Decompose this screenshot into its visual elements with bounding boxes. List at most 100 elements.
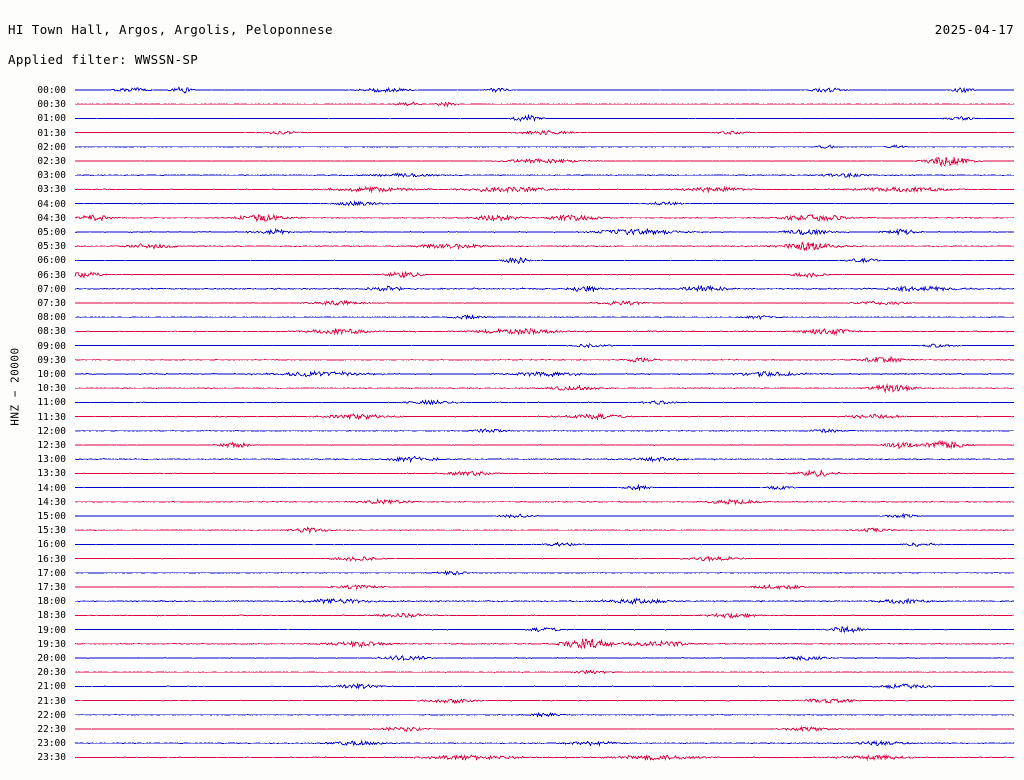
time-label: 20:30 [37, 667, 66, 679]
seismic-trace [74, 144, 1015, 149]
time-label: 19:00 [37, 624, 66, 636]
time-label: 09:00 [37, 340, 66, 352]
seismic-trace [74, 185, 1015, 194]
seismic-trace [74, 612, 1015, 619]
time-label: 07:30 [37, 298, 66, 309]
seismic-trace [74, 541, 1015, 547]
time-label: 21:00 [37, 681, 66, 693]
seismic-trace [74, 356, 1015, 364]
time-label: 15:00 [37, 511, 66, 522]
seismic-trace [74, 655, 1015, 662]
time-label: 18:00 [37, 596, 66, 608]
seismic-trace [74, 583, 1014, 591]
seismic-trace [74, 101, 1015, 108]
time-label: 12:30 [37, 440, 66, 451]
seismic-trace [74, 200, 1015, 207]
time-label: 09:30 [37, 354, 66, 366]
seismic-trace [74, 739, 1015, 747]
time-label: 05:30 [37, 241, 66, 253]
seismic-trace [74, 413, 1015, 421]
time-label: 16:30 [37, 553, 66, 565]
time-label: 21:30 [37, 695, 66, 707]
time-label: 02:30 [37, 156, 66, 167]
seismic-trace [74, 256, 1015, 265]
time-label: 03:30 [37, 184, 66, 196]
seismic-trace [74, 327, 1015, 336]
time-label: 13:00 [37, 454, 66, 466]
time-label: 08:00 [37, 312, 66, 324]
seismic-trace [74, 625, 1015, 634]
seismic-trace [74, 455, 1015, 464]
time-label: 14:00 [37, 482, 66, 494]
time-label: 13:30 [37, 468, 66, 480]
time-label: 23:00 [37, 738, 66, 750]
seismic-trace [74, 570, 1015, 576]
seismic-trace [74, 498, 1015, 506]
seismic-trace [74, 428, 1015, 434]
time-label: 19:30 [37, 638, 66, 650]
helicorder-plot: 00:00 00:30 01:00 01:30 02:00 02:30 03:00 03:30… [0, 78, 1024, 772]
page-title: HI Town Hall, Argos, Argolis, Peloponnes… [8, 22, 333, 37]
seismic-trace [74, 271, 1015, 279]
time-label: 16:00 [37, 539, 66, 551]
time-label: 01:00 [37, 113, 66, 125]
seismic-trace [74, 483, 1015, 492]
time-label: 18:30 [37, 610, 66, 622]
time-label: 11:00 [37, 397, 66, 409]
seismic-trace [74, 156, 1015, 168]
seismic-trace [74, 113, 1015, 123]
time-label: 22:00 [37, 709, 66, 721]
seismic-trace [74, 399, 1015, 406]
seismic-trace [74, 284, 1015, 293]
seismic-trace [74, 753, 1015, 762]
record-date: 2025-04-17 [934, 22, 1014, 37]
time-label: 01:30 [37, 127, 66, 139]
time-label: 10:00 [37, 369, 66, 380]
time-label: 06:00 [37, 255, 66, 267]
seismic-trace [74, 86, 1015, 94]
time-label: 06:30 [37, 269, 66, 281]
seismic-trace [74, 682, 1015, 690]
time-label: 17:30 [37, 582, 66, 593]
seismic-trace [74, 213, 1015, 223]
time-label: 22:30 [37, 724, 66, 735]
time-label: 11:30 [37, 411, 66, 423]
time-label: 04:00 [37, 198, 66, 210]
trace-canvas [74, 86, 1015, 762]
seismic-trace [74, 314, 1015, 321]
seismic-trace [74, 725, 1015, 733]
time-label: 17:00 [37, 567, 66, 579]
time-label: 00:30 [37, 99, 66, 111]
time-label: 04:30 [37, 212, 66, 224]
applied-filter-label: Applied filter: WWSSN-SP [8, 52, 199, 67]
seismic-trace [74, 597, 1015, 606]
seismic-trace [74, 468, 1015, 477]
seismic-trace [74, 129, 1015, 136]
seismic-trace [74, 711, 1015, 718]
time-label: 07:00 [37, 283, 66, 295]
seismic-trace [74, 240, 1015, 252]
time-label: 15:30 [37, 525, 66, 537]
time-label: 08:30 [37, 326, 66, 338]
seismic-trace [74, 228, 1015, 237]
time-label: 23:30 [37, 752, 66, 764]
seismic-trace [74, 638, 1015, 649]
time-label: 02:00 [37, 141, 66, 153]
seismic-trace [74, 172, 1015, 179]
time-label: 03:00 [37, 170, 66, 182]
seismic-trace [74, 343, 1015, 349]
seismic-trace [74, 698, 1015, 705]
seismic-trace [74, 439, 1015, 450]
time-label: 05:00 [37, 227, 66, 238]
seismic-trace [74, 526, 1014, 535]
time-label: 12:00 [37, 425, 66, 437]
time-label: 10:30 [37, 383, 66, 395]
seismic-trace [74, 512, 1015, 519]
seismic-trace [74, 370, 1015, 378]
seismic-trace [74, 299, 1015, 307]
time-label: 00:00 [37, 85, 66, 96]
seismic-trace [74, 669, 1015, 675]
time-label: 14:30 [37, 496, 66, 508]
time-label: 20:00 [37, 653, 66, 664]
